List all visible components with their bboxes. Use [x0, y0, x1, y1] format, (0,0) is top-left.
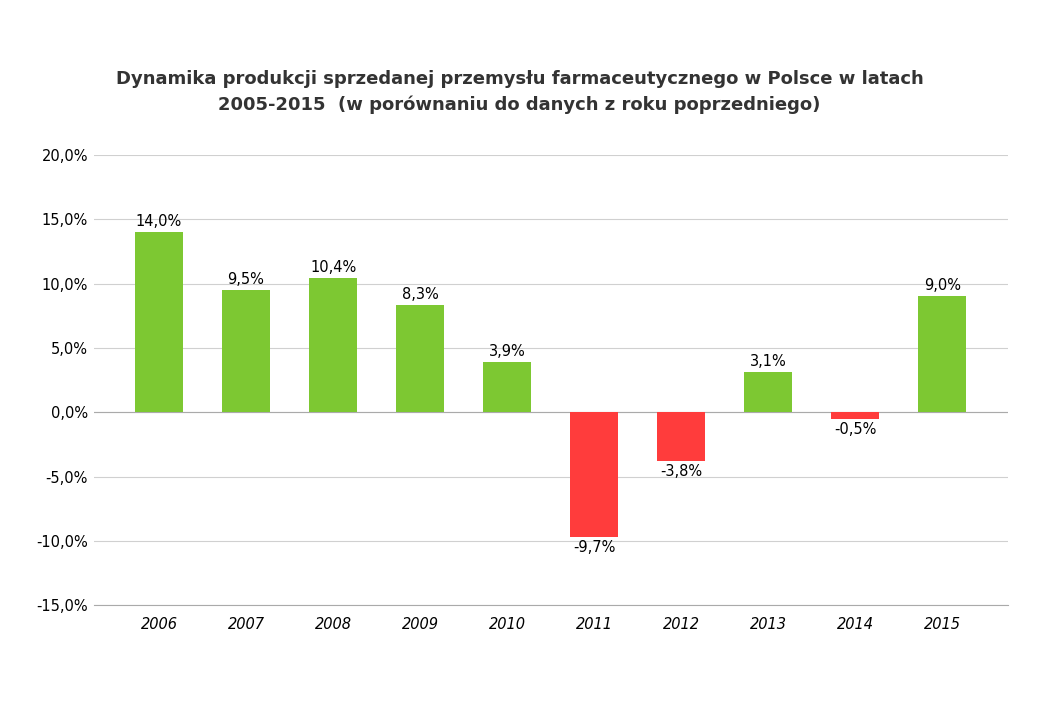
Text: 14,0%: 14,0% [136, 214, 182, 229]
Text: -0,5%: -0,5% [834, 422, 877, 437]
Bar [396, 306, 444, 413]
Bar [658, 413, 705, 461]
Text: Dynamika produkcji sprzedanej przemysłu farmaceutycznego w Polsce w latach
2005-: Dynamika produkcji sprzedanej przemysłu … [115, 70, 924, 114]
Bar [918, 296, 966, 413]
Bar [831, 413, 879, 419]
Text: 8,3%: 8,3% [402, 287, 438, 302]
Text: 3,1%: 3,1% [750, 354, 787, 369]
Text: 9,5%: 9,5% [228, 272, 265, 287]
Text: 10,4%: 10,4% [310, 260, 356, 275]
Bar [135, 232, 183, 413]
Text: 9,0%: 9,0% [924, 278, 961, 294]
Bar [483, 362, 531, 413]
Text: 3,9%: 3,9% [488, 344, 526, 359]
Text: -9,7%: -9,7% [572, 541, 615, 555]
Bar [222, 290, 270, 413]
Bar [310, 279, 357, 413]
Bar [744, 372, 792, 413]
Bar [570, 413, 618, 537]
Text: -3,8%: -3,8% [660, 465, 702, 479]
